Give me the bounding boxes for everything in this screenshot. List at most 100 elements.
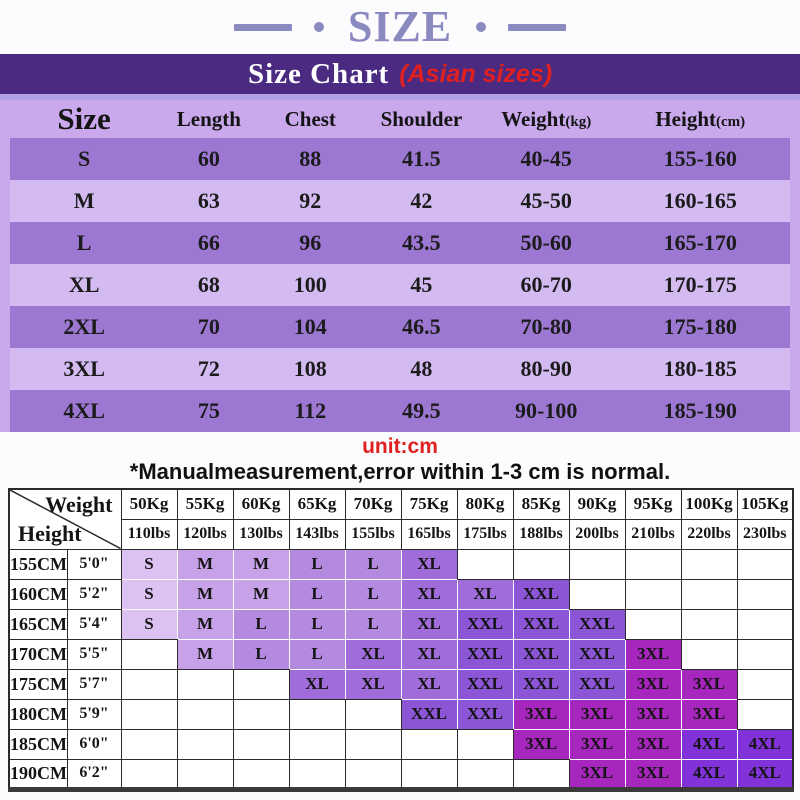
matrix-empty-cell xyxy=(736,608,794,640)
weight-header-lbs: 155lbs xyxy=(344,518,402,550)
weight-header-kg: 105Kg xyxy=(736,488,794,520)
matrix-empty-cell xyxy=(400,758,458,790)
matrix-size-cell: L xyxy=(289,609,345,639)
column-header-length: Length xyxy=(176,106,241,131)
matrix-size-cell: 3XL xyxy=(625,699,681,729)
matrix-empty-cell xyxy=(344,758,402,790)
matrix-row-180cm: 180CM 5'9" XXL XXL 3XL 3XL 3XL 3XL xyxy=(8,698,794,730)
diagonal-line-icon xyxy=(10,490,121,549)
matrix-size-cell: XL xyxy=(345,639,401,669)
matrix-empty-cell xyxy=(624,548,682,580)
matrix-size-cell: XXL xyxy=(569,639,625,669)
matrix-empty-cell xyxy=(456,758,514,790)
size-cell: 170-175 xyxy=(663,272,737,297)
size-cell: 42 xyxy=(410,188,433,213)
size-cell: S xyxy=(77,146,91,171)
matrix-size-cell: XXL xyxy=(457,669,513,699)
weight-header-kg: 75Kg xyxy=(400,488,458,520)
weight-header-lbs: 210lbs xyxy=(624,518,682,550)
height-cm-cell: 190CM xyxy=(8,758,68,790)
size-cell: 4XL xyxy=(63,398,105,423)
height-ft-cell: 5'9" xyxy=(66,698,122,730)
matrix-empty-cell xyxy=(120,698,178,730)
matrix-size-cell: 3XL xyxy=(568,759,625,790)
height-cm-cell: 170CM xyxy=(8,638,68,670)
page-heading: SIZE xyxy=(0,0,800,54)
matrix-empty-cell xyxy=(120,728,178,760)
heading-dash-left-icon xyxy=(233,23,292,31)
matrix-size-cell: XXL xyxy=(569,608,626,639)
matrix-size-cell: 3XL xyxy=(513,699,569,729)
matrix-empty-cell xyxy=(736,698,794,730)
size-cell: 185-190 xyxy=(663,398,737,423)
matrix-empty-cell xyxy=(624,578,682,610)
size-cell: 108 xyxy=(293,356,327,381)
matrix-empty-cell xyxy=(288,698,346,730)
height-ft-cell: 5'0" xyxy=(66,548,122,580)
divider-strip xyxy=(0,94,800,100)
size-cell: 43.5 xyxy=(402,230,441,255)
matrix-size-cell: L xyxy=(289,548,345,579)
matrix-size-cell: 3XL xyxy=(625,759,681,790)
weight-header-kg: 70Kg xyxy=(344,488,402,520)
matrix-size-cell: 3XL xyxy=(625,638,682,669)
matrix-size-cell: 3XL xyxy=(512,729,569,760)
height-cm-cell: 175CM xyxy=(8,668,68,700)
matrix-size-cell: L xyxy=(289,579,345,609)
size-cell: 88 xyxy=(299,146,322,171)
matrix-size-cell: XL xyxy=(401,548,458,579)
size-cell: 92 xyxy=(299,188,322,213)
size-cell: 80-90 xyxy=(520,356,572,381)
weight-header-lbs: 188lbs xyxy=(512,518,570,550)
matrix-size-cell: 3XL xyxy=(569,729,625,759)
matrix-row-160cm: 160CM 5'2" S M M L L XL XL XXL xyxy=(8,578,794,610)
matrix-empty-cell xyxy=(400,728,458,760)
size-cell: 2XL xyxy=(63,314,105,339)
matrix-size-cell: L xyxy=(345,579,401,609)
matrix-size-cell: M xyxy=(233,579,289,609)
matrix-size-cell: M xyxy=(177,609,233,639)
size-cell: L xyxy=(76,230,92,255)
size-cell: XL xyxy=(68,272,100,297)
height-ft-cell: 5'4" xyxy=(66,608,122,640)
matrix-size-cell: 4XL xyxy=(737,728,794,759)
size-cell: 75 xyxy=(197,398,220,423)
height-cm-cell: 160CM xyxy=(8,578,68,610)
height-ft-cell: 5'7" xyxy=(66,668,122,700)
matrix-empty-cell xyxy=(736,668,794,700)
matrix-size-cell: M xyxy=(176,639,233,670)
size-table-body: S 60 88 41.5 40-45 155-160 M 63 92 42 45-50 160-165… xyxy=(10,138,790,432)
corner-height-label: Height xyxy=(18,520,82,546)
matrix-empty-cell xyxy=(624,608,682,640)
height-cm-cell: 185CM xyxy=(8,728,68,760)
weight-header-kg: 90Kg xyxy=(568,488,626,520)
size-table: Size Length Chest Shoulder Weight(kg) Height(… xyxy=(0,100,800,432)
matrix-size-cell: XXL xyxy=(457,699,513,730)
size-cell: 175-180 xyxy=(663,314,737,339)
matrix-size-cell: 3XL xyxy=(569,699,625,729)
weight-header-kg: 50Kg xyxy=(120,488,178,520)
size-cell: 60 xyxy=(197,146,220,171)
matrix-header-kg-row: Weight Height 50Kg 55Kg 60Kg 65Kg 70Kg 75Kg 80Kg… xyxy=(8,488,794,550)
matrix-size-cell: S xyxy=(120,548,177,579)
column-header-height-cm: Height(cm) xyxy=(655,106,746,131)
matrix-header-lbs-row: 110lbs 120lbs 130lbs 143lbs 155lbs 165lbs 175l… xyxy=(9,518,794,550)
weight-header-lbs: 175lbs xyxy=(456,518,514,550)
corner-weight-label: Weight xyxy=(45,492,113,517)
size-cell: 70 xyxy=(197,314,220,339)
size-cell: 46.5 xyxy=(402,314,441,339)
size-cell: 63 xyxy=(197,188,220,213)
size-cell: 100 xyxy=(293,272,327,297)
weight-header-lbs: 220lbs xyxy=(680,518,738,550)
matrix-size-cell: XL xyxy=(288,669,345,700)
heading-dot-left-icon xyxy=(313,22,324,32)
matrix-size-cell: 4XL xyxy=(737,759,794,790)
matrix-size-cell: XXL xyxy=(569,669,625,699)
size-row-m: M 63 92 42 45-50 160-165 xyxy=(10,180,790,222)
size-cell: 60-70 xyxy=(520,272,572,297)
matrix-empty-cell xyxy=(288,758,346,790)
matrix-empty-cell xyxy=(568,548,626,580)
matrix-row-185cm: 185CM 6'0" 3XL 3XL 3XL 4XL 4XL xyxy=(8,728,794,760)
height-ft-cell: 6'0" xyxy=(66,728,122,760)
